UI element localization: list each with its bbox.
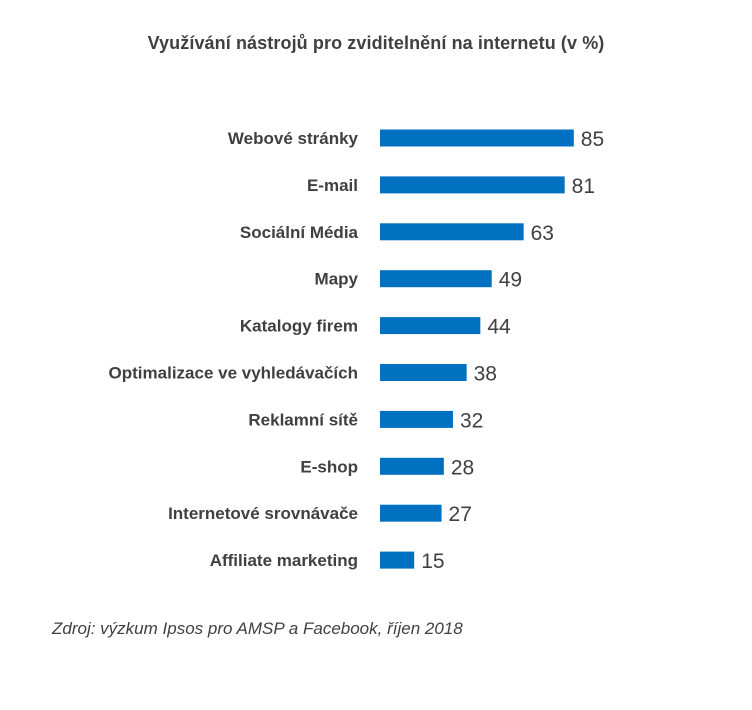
bar bbox=[380, 551, 415, 569]
category-label: E-mail bbox=[307, 176, 358, 195]
category-label: E-shop bbox=[300, 457, 358, 476]
value-label: 15 bbox=[421, 550, 444, 573]
value-label: 81 bbox=[572, 175, 595, 198]
bars-group: Webové stránky 85 E-mail 81 Sociální Média 63… bbox=[109, 128, 605, 573]
category-label: Optimalizace ve vyhledávačích bbox=[109, 364, 358, 383]
value-label: 63 bbox=[531, 222, 554, 245]
bar-chart: Webové stránky 85 E-mail 81 Sociální Média 63… bbox=[109, 128, 605, 573]
bar bbox=[380, 317, 481, 335]
bar bbox=[380, 364, 467, 381]
bar bbox=[380, 457, 444, 475]
category-label: Mapy bbox=[315, 270, 359, 289]
category-label: Sociální Média bbox=[240, 223, 359, 242]
category-label: Katalogy firem bbox=[240, 317, 358, 336]
value-label: 85 bbox=[581, 128, 604, 151]
bar bbox=[380, 176, 565, 194]
source-note: Zdroj: výzkum Ipsos pro AMSP a Facebook,… bbox=[52, 619, 463, 638]
category-label: Reklamní sítě bbox=[248, 410, 358, 429]
bar bbox=[380, 504, 442, 522]
bar bbox=[380, 129, 574, 147]
chart-title: Využívání nástrojů pro zviditelnění na i… bbox=[147, 33, 605, 53]
bar bbox=[380, 223, 524, 241]
bar bbox=[380, 410, 453, 428]
value-label: 38 bbox=[474, 363, 497, 386]
value-label: 27 bbox=[449, 503, 472, 526]
value-label: 32 bbox=[460, 409, 483, 432]
value-label: 49 bbox=[499, 269, 522, 292]
category-label: Affiliate marketing bbox=[210, 551, 358, 570]
bar bbox=[380, 270, 492, 288]
value-label: 28 bbox=[451, 456, 474, 479]
value-label: 44 bbox=[487, 316, 511, 339]
category-label: Webové stránky bbox=[228, 129, 359, 148]
category-label: Internetové srovnávače bbox=[168, 504, 358, 523]
